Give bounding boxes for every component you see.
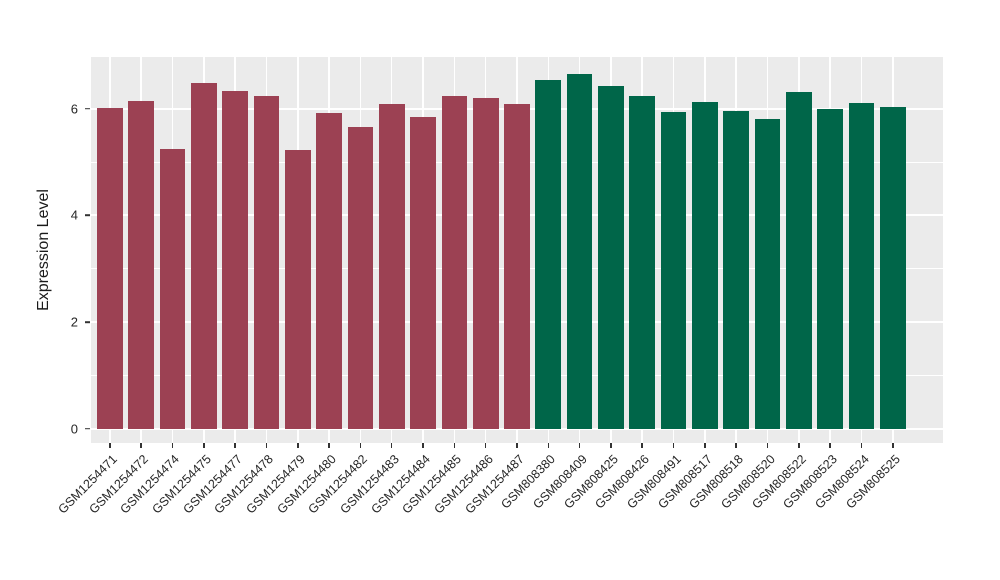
x-tick-mark [547, 443, 550, 448]
bar-GSM808517 [692, 101, 718, 429]
x-tick-mark [234, 443, 236, 448]
y-tick-mark [85, 321, 90, 323]
x-tick-mark [672, 443, 675, 448]
bar-GSM1254472 [128, 100, 154, 429]
bar-GSM1254479 [284, 150, 311, 429]
bar-GSM1254485 [441, 96, 468, 429]
y-tick-label: 6 [70, 101, 78, 117]
y-tick-mark [85, 427, 90, 430]
bar-GSM1254487 [504, 103, 530, 429]
bar-GSM1254483 [378, 104, 405, 429]
x-tick-mark [296, 443, 299, 448]
bar-GSM1254474 [159, 149, 186, 429]
x-tick-mark [171, 443, 174, 448]
x-tick-mark [328, 443, 330, 448]
bar-GSM1254478 [253, 95, 280, 429]
bar-GSM808525 [880, 106, 906, 429]
plot-panel [91, 57, 943, 443]
y-tick-label: 0 [70, 421, 78, 437]
x-tick-mark [798, 443, 800, 448]
x-tick-mark [704, 443, 706, 448]
x-tick-mark [359, 443, 362, 448]
y-tick-mark [85, 214, 90, 217]
bar-GSM1254477 [222, 90, 248, 429]
x-tick-mark [422, 443, 424, 448]
bar-GSM808409 [566, 73, 593, 429]
x-tick-mark [641, 443, 644, 448]
bar-GSM808426 [629, 95, 656, 429]
x-tick-mark [735, 443, 738, 448]
bar-GSM1254486 [472, 97, 499, 429]
bar-GSM808520 [754, 118, 781, 429]
x-tick-mark [453, 443, 456, 448]
bar-GSM808518 [723, 110, 750, 429]
x-tick-mark [892, 443, 894, 448]
bar-GSM1254480 [316, 113, 342, 429]
x-tick-mark [766, 443, 769, 448]
y-tick-label: 4 [70, 207, 78, 223]
x-tick-mark [390, 443, 393, 448]
x-tick-mark [484, 443, 487, 448]
x-tick-mark [265, 443, 268, 448]
bar-GSM1254475 [190, 82, 217, 429]
bar-GSM808425 [598, 86, 624, 429]
bar-GSM808524 [848, 103, 875, 429]
y-tick-mark [85, 107, 90, 110]
x-tick-mark [202, 443, 205, 448]
bar-GSM1254471 [96, 107, 123, 429]
bar-GSM808522 [786, 92, 812, 429]
x-tick-mark [860, 443, 863, 448]
x-tick-mark [829, 443, 832, 448]
x-tick-mark [610, 443, 612, 448]
x-tick-mark [140, 443, 142, 448]
x-tick-mark [108, 443, 111, 448]
bar-GSM808523 [817, 108, 844, 429]
bar-GSM808491 [660, 112, 687, 429]
bar-GSM1254484 [410, 116, 436, 429]
y-tick-label: 2 [70, 314, 78, 330]
bar-GSM808380 [535, 80, 562, 429]
x-tick-mark [516, 443, 518, 448]
bar-GSM1254482 [347, 126, 374, 429]
x-tick-mark [578, 443, 581, 448]
